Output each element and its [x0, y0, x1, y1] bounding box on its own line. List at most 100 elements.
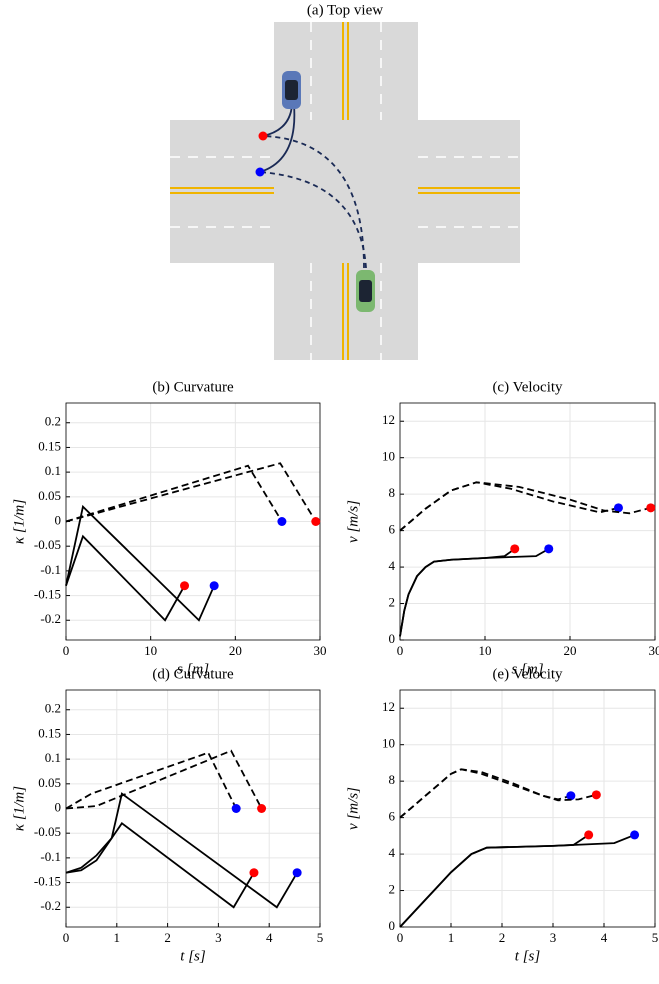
y-tick-label: 0: [389, 918, 396, 933]
end-marker: [646, 503, 656, 513]
y-axis-label: κ [1/m]: [11, 499, 27, 544]
y-tick-label: 0.05: [38, 775, 61, 790]
x-tick-label: 0: [63, 643, 70, 658]
y-tick-label: 2: [389, 882, 396, 897]
end-marker: [180, 581, 190, 591]
x-tick-label: 20: [229, 643, 242, 658]
chart-title: (e) Velocity: [492, 666, 563, 682]
chart-title: (b) Curvature: [152, 379, 234, 395]
end-marker: [292, 868, 302, 878]
yellow-lines: [170, 22, 520, 360]
chart-title: (c) Velocity: [492, 379, 563, 395]
series-line: [65, 504, 215, 622]
y-tick-label: -0.15: [34, 587, 61, 602]
top-view: [170, 22, 520, 360]
y-tick-label: 0.15: [38, 438, 61, 453]
blue-car: [282, 71, 301, 109]
end-marker: [544, 544, 554, 554]
x-tick-label: 4: [266, 930, 273, 945]
path-dashed: [262, 135, 365, 269]
end-marker: [584, 830, 594, 840]
y-tick-label: -0.1: [40, 849, 61, 864]
y-tick-label: 8: [389, 772, 396, 787]
y-tick-label: 2: [389, 595, 396, 610]
series-line: [399, 548, 550, 637]
end-marker: [257, 804, 267, 813]
series-line: [399, 834, 590, 928]
y-axis-label: v [m/s]: [345, 787, 361, 830]
series-line: [65, 749, 263, 810]
y-tick-label: 0.1: [45, 750, 61, 765]
end-marker: [566, 791, 576, 801]
x-tick-label: 2: [164, 930, 171, 945]
y-tick-label: -0.05: [34, 824, 61, 839]
y-tick-label: 12: [382, 412, 395, 427]
x-axis-label: t [s]: [515, 948, 541, 964]
y-tick-label: 0.15: [38, 725, 61, 740]
y-tick-label: 0: [389, 631, 396, 646]
x-tick-label: 20: [564, 643, 577, 658]
x-tick-label: 5: [317, 930, 324, 945]
series-line: [399, 481, 619, 532]
x-axis-label: s [m]: [177, 661, 209, 677]
series-line: [65, 464, 283, 523]
y-tick-label: 0.2: [45, 414, 61, 429]
end-marker: [510, 544, 520, 554]
y-tick-label: 10: [382, 449, 395, 464]
end-marker: [231, 804, 241, 813]
top-view-title: (a) Top view: [307, 2, 383, 18]
chart-title: (d) Curvature: [152, 666, 234, 682]
x-tick-label: 10: [479, 643, 492, 658]
y-tick-label: 0.05: [38, 488, 61, 503]
end-marker: [613, 503, 623, 513]
y-tick-label: -0.05: [34, 537, 61, 552]
blue-end: [255, 167, 265, 177]
end-marker: [311, 517, 321, 526]
x-tick-label: 1: [114, 930, 121, 945]
end-marker: [249, 868, 259, 878]
y-tick-label: 12: [382, 699, 395, 714]
x-tick-label: 10: [144, 643, 157, 658]
x-axis-label: t [s]: [180, 948, 206, 964]
y-tick-label: 8: [389, 485, 396, 500]
x-tick-label: 3: [215, 930, 222, 945]
x-tick-label: 0: [63, 930, 70, 945]
lane-lines: [170, 22, 520, 360]
end-marker: [630, 830, 640, 840]
x-tick-label: 0: [397, 643, 404, 658]
y-tick-label: 0: [55, 799, 62, 814]
series-line: [399, 548, 516, 637]
y-axis-label: κ [1/m]: [11, 786, 27, 831]
axes-box: [399, 689, 656, 928]
x-axis-label: s [m]: [511, 661, 543, 677]
y-tick-label: -0.15: [34, 874, 61, 889]
series-line: [399, 768, 597, 819]
y-axis-label: v [m/s]: [345, 500, 361, 543]
path-solid: [259, 104, 296, 173]
red-end: [258, 131, 268, 141]
x-tick-label: 30: [314, 643, 327, 658]
y-tick-label: 10: [382, 736, 395, 751]
green-car: [356, 270, 375, 312]
y-tick-label: 6: [389, 522, 396, 537]
series-line: [65, 822, 255, 909]
series-line: [399, 481, 651, 532]
end-marker: [591, 790, 601, 800]
y-tick-label: 0.1: [45, 463, 61, 478]
path-dashed: [259, 171, 367, 269]
x-tick-label: 30: [649, 643, 659, 658]
end-marker: [209, 581, 219, 591]
end-marker: [277, 517, 287, 526]
series-line: [65, 462, 317, 523]
x-tick-label: 5: [652, 930, 659, 945]
y-tick-label: 4: [389, 558, 396, 573]
y-tick-label: 6: [389, 809, 396, 824]
y-tick-label: 0.2: [45, 701, 61, 716]
y-tick-label: -0.1: [40, 562, 61, 577]
y-tick-label: 0: [55, 512, 62, 527]
series-line: [399, 768, 572, 819]
road-horizontal: [170, 120, 520, 263]
series-line: [65, 751, 237, 810]
